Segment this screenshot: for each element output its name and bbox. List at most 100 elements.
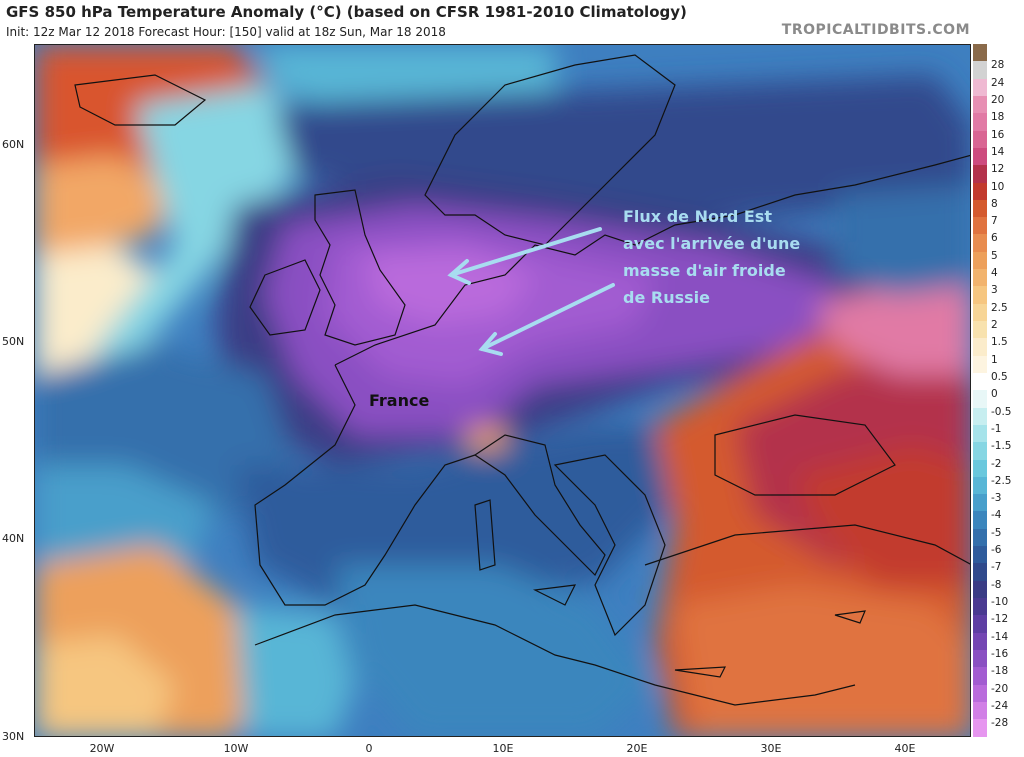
colorbar-row: -20 bbox=[973, 683, 1021, 702]
colorbar-label: 10 bbox=[991, 180, 1005, 193]
colorbar-swatch bbox=[973, 251, 987, 270]
colorbar-swatch bbox=[973, 459, 987, 477]
colorbar-row: 2.5 bbox=[973, 301, 1021, 321]
lat-label-50n: 50N bbox=[2, 335, 25, 348]
lon-label-30e: 30E bbox=[760, 742, 782, 755]
colorbar-swatch bbox=[973, 165, 987, 183]
colorbar-row: -12 bbox=[973, 613, 1021, 633]
flux-line-4: de Russie bbox=[623, 288, 710, 307]
colorbar-label: 1.5 bbox=[991, 336, 1008, 349]
arrow-south bbox=[480, 283, 615, 351]
colorbar-label: 4 bbox=[991, 267, 998, 280]
colorbar-swatch bbox=[973, 372, 987, 391]
colorbar-swatch bbox=[973, 182, 987, 200]
colorbar-swatch bbox=[973, 147, 987, 166]
colorbar-row: -2.5 bbox=[973, 474, 1021, 495]
colorbar-row: -7 bbox=[973, 561, 1021, 581]
colorbar-label: 6 bbox=[991, 232, 998, 245]
colorbar-row: 5 bbox=[973, 249, 1021, 270]
colorbar-label: -5 bbox=[991, 526, 1002, 539]
colorbar-row: 7 bbox=[973, 215, 1021, 235]
colorbar-label: 16 bbox=[991, 128, 1005, 141]
colorbar-label: 5 bbox=[991, 249, 998, 262]
lon-label-10w: 10W bbox=[223, 742, 249, 755]
colorbar-row: 0 bbox=[973, 388, 1021, 408]
colorbar-swatch bbox=[973, 338, 987, 356]
anomaly-field bbox=[35, 45, 970, 736]
colorbar-row: -3 bbox=[973, 492, 1021, 512]
lon-label-0: 0 bbox=[365, 742, 373, 755]
colorbar-label: -2.5 bbox=[991, 474, 1012, 487]
colorbar-row: -28 bbox=[973, 717, 1021, 737]
colorbar-swatch bbox=[973, 442, 987, 460]
colorbar-swatch bbox=[973, 615, 987, 633]
colorbar-swatch bbox=[973, 511, 987, 529]
arrow-north-head bbox=[447, 259, 471, 285]
arrow-south-head bbox=[478, 332, 503, 356]
chart-title: GFS 850 hPa Temperature Anomaly (°C) (ba… bbox=[6, 3, 687, 21]
colorbar-swatch bbox=[973, 269, 987, 287]
watermark: TROPICALTIDBITS.COM bbox=[781, 22, 970, 38]
colorbar-swatch bbox=[973, 130, 987, 148]
flux-line-2: avec l'arrivée d'une bbox=[623, 234, 801, 253]
colorbar-swatch bbox=[973, 719, 987, 737]
colorbar-swatch bbox=[973, 494, 987, 512]
colorbar-label: 20 bbox=[991, 93, 1005, 106]
colorbar-swatch bbox=[973, 632, 987, 650]
colorbar-row: 14 bbox=[973, 145, 1021, 166]
lon-label-20w: 20W bbox=[89, 742, 115, 755]
colorbar-label: -16 bbox=[991, 647, 1009, 660]
colorbar-row: -2 bbox=[973, 457, 1021, 477]
colorbar-row: 24 bbox=[973, 77, 1021, 96]
colorbar-row: 16 bbox=[973, 128, 1021, 148]
colorbar-label: 1 bbox=[991, 353, 998, 366]
colorbar-swatch bbox=[973, 424, 987, 443]
colorbar-label: -0.5 bbox=[991, 405, 1012, 418]
lon-label-20e: 20E bbox=[626, 742, 648, 755]
colorbar-row: 3 bbox=[973, 284, 1021, 304]
colorbar-row: 18 bbox=[973, 111, 1021, 131]
colorbar-row: -1 bbox=[973, 423, 1021, 443]
coastlines bbox=[74, 54, 970, 706]
colorbar-swatch bbox=[973, 217, 987, 235]
lon-label-40e: 40E bbox=[894, 742, 916, 755]
colorbar-row: -10 bbox=[973, 596, 1021, 616]
colorbar-label: 2 bbox=[991, 319, 998, 331]
colorbar-label: 2.5 bbox=[991, 301, 1008, 314]
france-label: France bbox=[369, 391, 430, 410]
colorbar-swatch bbox=[973, 95, 987, 114]
colorbar-swatch bbox=[973, 598, 987, 616]
colorbar-row: -14 bbox=[973, 630, 1021, 650]
colorbar-swatch bbox=[973, 667, 987, 685]
colorbar-cap bbox=[973, 44, 1021, 62]
colorbar-label: 14 bbox=[991, 145, 1005, 158]
colorbar-row: 1 bbox=[973, 353, 1021, 373]
lat-label-60n: 60N bbox=[2, 138, 25, 151]
colorbar-swatch bbox=[973, 390, 987, 408]
colorbar-label: -3 bbox=[991, 492, 1002, 505]
colorbar-swatch bbox=[973, 684, 987, 702]
colorbar-row: -6 bbox=[973, 544, 1021, 564]
flow-arrows bbox=[447, 227, 615, 356]
colorbar-label: -18 bbox=[991, 665, 1009, 678]
colorbar-row: 28 bbox=[973, 59, 1021, 79]
flux-line-3: masse d'air froide bbox=[623, 261, 786, 280]
chart-subtitle: Init: 12z Mar 12 2018 Forecast Hour: [15… bbox=[6, 25, 446, 39]
flux-line-1: Flux de Nord Est bbox=[623, 207, 772, 226]
colorbar-row: -1.5 bbox=[973, 440, 1021, 460]
colorbar-label: -7 bbox=[991, 561, 1002, 574]
lat-label-30n: 30N bbox=[2, 730, 25, 743]
colorbar-swatch bbox=[973, 546, 987, 564]
colorbar-swatch bbox=[973, 476, 987, 495]
arrow-north bbox=[449, 227, 602, 277]
colorbar-swatch bbox=[973, 113, 987, 131]
colorbar-swatch bbox=[973, 528, 987, 547]
colorbar-label: -14 bbox=[991, 630, 1009, 643]
colorbar-swatch bbox=[973, 563, 987, 581]
colorbar-row: 6 bbox=[973, 232, 1021, 252]
colorbar-row: 8 bbox=[973, 197, 1021, 218]
colorbar-swatch bbox=[973, 580, 987, 598]
colorbar-label: 8 bbox=[991, 197, 998, 210]
colorbar-row: -18 bbox=[973, 665, 1021, 685]
colorbar-label: -2 bbox=[991, 457, 1002, 470]
